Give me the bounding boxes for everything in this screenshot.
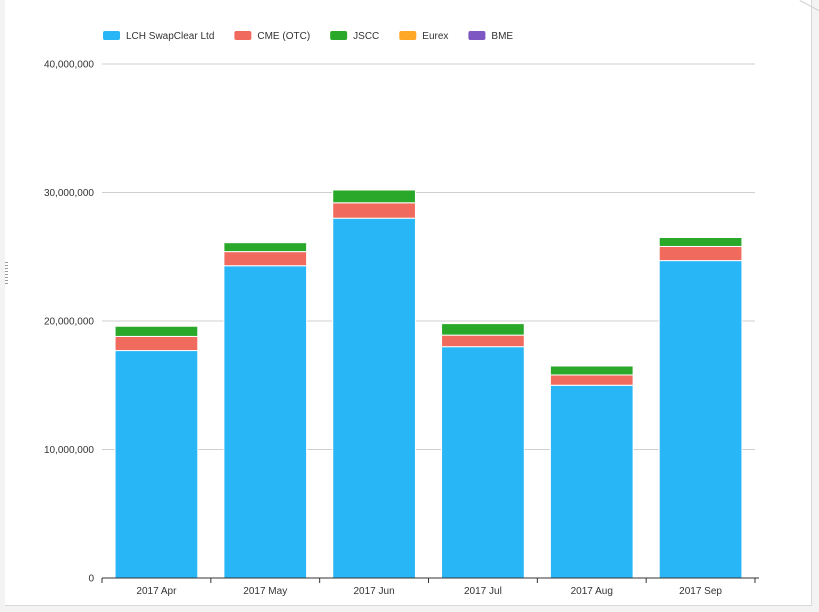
y-tick-label: 10,000,000	[44, 445, 94, 456]
legend-label: CME (OTC)	[257, 31, 310, 42]
stacked-bar-chart: LCH SwapClear Ltd CME (OTC) JSCC Eurex BME 0…	[44, 31, 759, 597]
bar-bme-2017-sep[interactable]	[658, 235, 743, 238]
legend-swatch	[330, 31, 348, 40]
bar-lch-swapclear-ltd-2017-apr[interactable]	[114, 350, 199, 579]
x-tick-label: 2017 Jun	[354, 586, 395, 597]
bar-jscc-2017-jul[interactable]	[441, 323, 525, 336]
bar-bme-2017-aug[interactable]	[549, 363, 634, 366]
bar-jscc-2017-apr[interactable]	[114, 325, 199, 337]
y-tick-label: 30,000,000	[44, 188, 94, 199]
bar-lch-swapclear-ltd-2017-sep[interactable]	[658, 260, 743, 579]
bar-jscc-2017-may[interactable]	[223, 242, 308, 253]
bar-lch-swapclear-ltd-2017-may[interactable]	[223, 265, 308, 579]
bar-cme-otc-2017-apr[interactable]	[114, 335, 199, 352]
bar-bme-2017-apr[interactable]	[114, 324, 199, 326]
bar-bme-2017-jun[interactable]	[332, 187, 416, 190]
x-tick-label: 2017 May	[243, 586, 287, 597]
y-tick-label: 20,000,000	[44, 317, 94, 328]
bar-cme-otc-2017-aug[interactable]	[549, 374, 634, 386]
legend-item-cme-otc[interactable]: CME (OTC)	[234, 31, 310, 42]
resize-grip-icon[interactable]	[5, 262, 8, 286]
y-axis: 0 10,000,000 20,000,000 30,000,000 40,000,00…	[44, 60, 95, 585]
legend-swatch	[103, 31, 120, 40]
x-tick-label: 2017 Aug	[571, 586, 613, 597]
legend-label: JSCC	[353, 31, 379, 42]
x-axis: 2017 Apr 2017 May 2017 Jun 2017 Jul 2017 Aug…	[101, 577, 759, 597]
gridlines	[102, 63, 755, 450]
legend-swatch	[399, 31, 417, 40]
legend-swatch	[468, 31, 486, 40]
bar-bme-2017-jul[interactable]	[441, 321, 525, 324]
legend-item-bme[interactable]: BME	[468, 31, 513, 42]
legend-swatch	[234, 31, 252, 40]
legend-item-lch-swapclear-ltd[interactable]: LCH SwapClear Ltd	[103, 31, 214, 42]
chart-container: LCH SwapClear Ltd CME (OTC) JSCC Eurex BME 0…	[5, 0, 819, 606]
y-tick-label: 0	[88, 574, 94, 585]
bars[interactable]	[114, 187, 743, 579]
bar-bme-2017-may[interactable]	[223, 240, 308, 243]
bar-cme-otc-2017-may[interactable]	[223, 251, 308, 267]
bar-lch-swapclear-ltd-2017-aug[interactable]	[549, 384, 634, 579]
legend-label: BME	[491, 31, 513, 42]
bar-lch-swapclear-ltd-2017-jun[interactable]	[332, 217, 416, 579]
x-tick-label: 2017 Sep	[679, 586, 722, 597]
bar-jscc-2017-aug[interactable]	[549, 365, 634, 376]
bar-cme-otc-2017-jul[interactable]	[441, 334, 525, 348]
bar-cme-otc-2017-sep[interactable]	[658, 245, 743, 262]
legend-item-jscc[interactable]: JSCC	[330, 31, 379, 42]
x-tick-label: 2017 Jul	[464, 586, 502, 597]
legend-label: Eurex	[422, 31, 448, 42]
bar-jscc-2017-sep[interactable]	[658, 236, 743, 247]
legend[interactable]: LCH SwapClear Ltd CME (OTC) JSCC Eurex BME	[103, 31, 513, 42]
legend-label: LCH SwapClear Ltd	[126, 31, 214, 42]
legend-item-eurex[interactable]: Eurex	[399, 31, 448, 42]
bar-lch-swapclear-ltd-2017-jul[interactable]	[441, 346, 525, 579]
bar-jscc-2017-jun[interactable]	[332, 189, 416, 204]
bar-cme-otc-2017-jun[interactable]	[332, 202, 416, 219]
y-tick-label: 40,000,000	[44, 60, 94, 71]
x-tick-label: 2017 Apr	[136, 586, 177, 597]
